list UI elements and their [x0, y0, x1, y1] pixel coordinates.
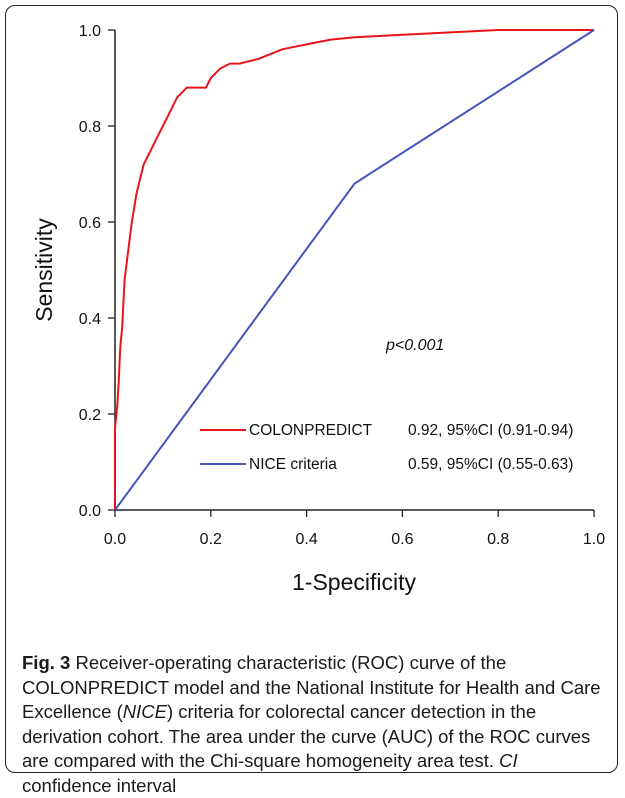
caption-text-3: confidence interval	[22, 774, 177, 796]
x-tick-label: 0.8	[487, 531, 509, 548]
legend-series-stat: 0.92, 95%CI (0.91-0.94)	[408, 422, 573, 439]
y-tick-label: 0.8	[79, 119, 101, 136]
figure-caption: Fig. 3 Receiver-operating characteristic…	[22, 651, 612, 798]
chart-legend: COLONPREDICT 0.92, 95%CI (0.91-0.94) NICE …	[200, 422, 573, 473]
legend-series-stat: 0.59, 95%CI (0.55-0.63)	[408, 456, 573, 473]
caption-text-1: Receiver-operating characteristic (ROC) …	[22, 652, 601, 722]
legend-series-name: NICE criteria	[249, 456, 337, 473]
caption-text-2: ) criteria for colorectal cancer detecti…	[22, 701, 591, 771]
caption-abbr-nice: NICE	[122, 701, 167, 722]
figure-frame	[5, 5, 618, 773]
x-tick-label: 0.0	[104, 531, 126, 548]
y-tick-label: 0.4	[79, 311, 101, 328]
x-tick-label: 0.4	[295, 531, 317, 548]
x-tick-label: 1.0	[583, 531, 605, 548]
series-line-colonpredict	[114, 29, 594, 510]
chart-series	[114, 29, 595, 511]
caption-label: Fig. 3	[22, 652, 71, 673]
roc-chart: 0.0 0.2 0.4 0.6 0.8 1.0 0.0 0.2 0.4 0.6 0.8 1.0 p<0…	[31, 23, 605, 595]
x-tick-label: 0.6	[391, 531, 413, 548]
legend-series-name: COLONPREDICT	[249, 422, 373, 439]
p-value-annotation: p<0.001	[385, 337, 444, 354]
y-axis-label: Sensitivity	[31, 218, 57, 322]
caption-abbr-ci: CI	[499, 750, 518, 771]
y-tick-label: 1.0	[79, 23, 101, 40]
x-tick-label: 0.2	[200, 531, 222, 548]
y-tick-label: 0.2	[79, 407, 101, 424]
y-tick-label: 0.0	[79, 503, 101, 520]
series-line-nice-criteria	[114, 29, 595, 511]
x-axis-label: 1-Specificity	[292, 569, 416, 595]
y-tick-label: 0.6	[79, 215, 101, 232]
chart-ticks: 0.0 0.2 0.4 0.6 0.8 1.0 0.0 0.2 0.4 0.6 0.8 1.0	[79, 23, 605, 548]
